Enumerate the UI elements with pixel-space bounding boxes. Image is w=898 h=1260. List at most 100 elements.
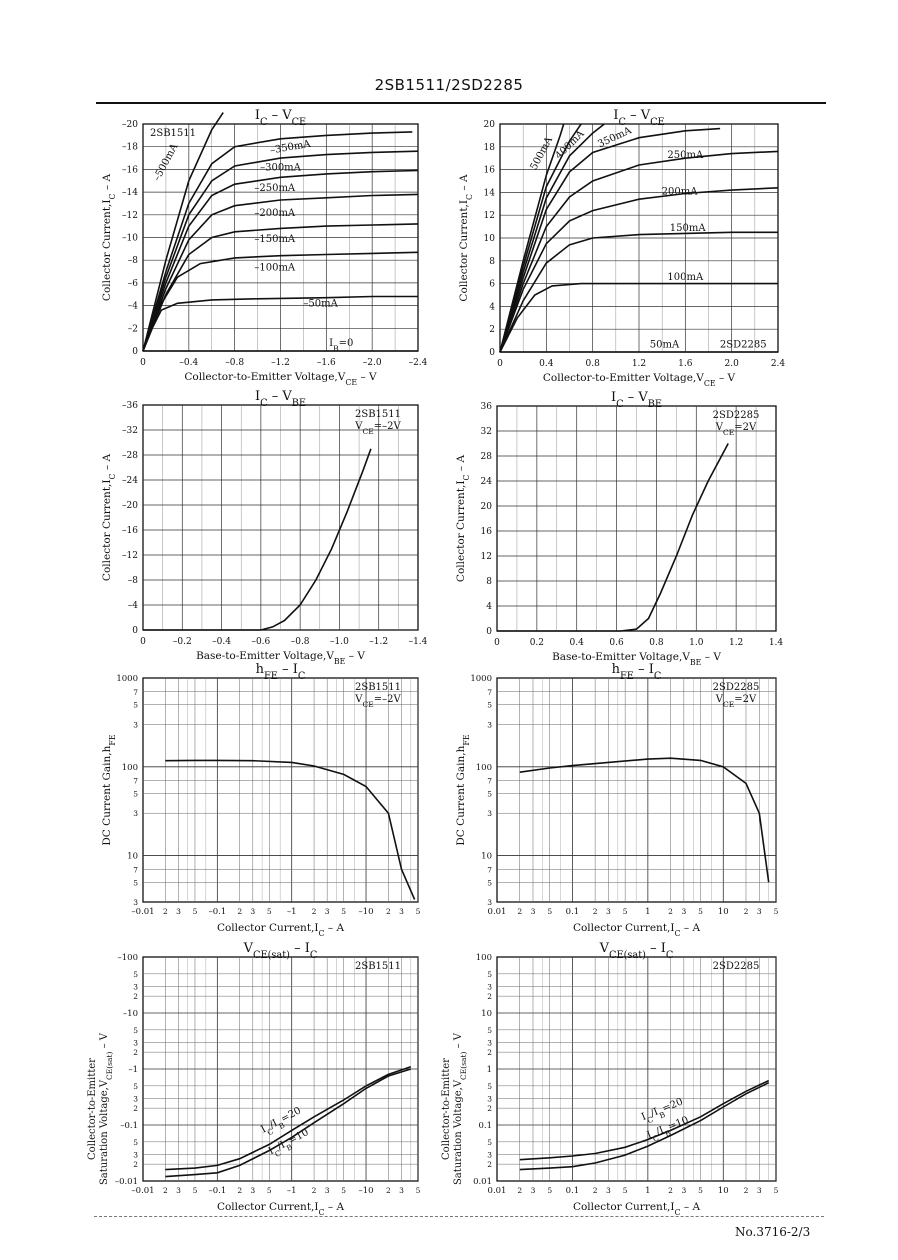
chart-c6: 0.01 2 3 5 0.1 2 3 5 1 2 3 5 10 2 3 5100075310075310753… [455, 662, 779, 938]
x-tick-label: –0.01 [131, 1186, 154, 1196]
series-label: 150mA [670, 223, 707, 234]
y-tick-label: 1 [487, 1065, 492, 1075]
x-tick-label: 1.2 [729, 638, 743, 648]
y-tick-label: 3 [487, 898, 492, 907]
y-tick-label: 4 [486, 602, 492, 612]
x-tick-label: 0 [497, 359, 503, 369]
series-line [165, 1068, 412, 1178]
y-tick-label: 36 [481, 402, 493, 412]
y-tick-label: –4 [128, 601, 139, 611]
x-tick-label: –0.2 [173, 637, 192, 647]
x-tick-label: 3 [606, 1186, 611, 1195]
y-tick-label: 5 [133, 878, 138, 887]
x-tick-label: 5 [193, 1186, 198, 1195]
x-tick-label: 0.6 [609, 638, 624, 648]
x-tick-label: –0.1 [208, 907, 226, 917]
y-tick-label: 24 [481, 477, 493, 487]
plot-frame [142, 677, 419, 903]
y-tick-label: 7 [487, 688, 492, 697]
page-header: 2SB1511/2SD2285 [374, 76, 524, 94]
chart-title: VCE(sat) – IC [599, 941, 674, 961]
y-tick-label: 5 [487, 970, 492, 979]
y-tick-label: 10 [484, 234, 496, 244]
series-line [519, 1081, 770, 1171]
series-line [499, 123, 605, 353]
y-axis-label: Collector-to-Emitter [87, 1058, 98, 1160]
x-axis-label: Collector-to-Emitter Voltage,VCE – V [543, 372, 736, 388]
series-label: 400mA [554, 128, 588, 162]
series-line [165, 759, 416, 900]
series-label: 50mA [650, 339, 680, 350]
x-tick-label: 3 [176, 1186, 181, 1195]
y-tick-label: 3 [133, 1038, 138, 1047]
y-tick-label: 5 [133, 1026, 138, 1035]
series-label: –350mA [269, 139, 312, 157]
series-label: –500mA [152, 141, 181, 183]
series-label: –250mA [254, 183, 296, 194]
device-label: 2SB1511 [355, 961, 401, 972]
y-tick-label: 5 [487, 1026, 492, 1035]
x-axis-label: Collector Current,IC – A [217, 922, 345, 938]
series-line [142, 223, 419, 352]
y-tick-label: 0.1 [478, 1121, 492, 1131]
condition-label: VCE=2V [715, 422, 757, 437]
series-line [143, 448, 372, 631]
x-tick-label: 5 [698, 1186, 703, 1195]
x-tick-label: 5 [341, 907, 346, 916]
x-axis-label: Collector Current,IC – A [573, 1201, 701, 1217]
x-tick-label: –0.8 [291, 637, 310, 647]
y-tick-label: –12 [122, 211, 138, 221]
x-tick-label: 0.1 [566, 907, 580, 917]
x-tick-label: 0 [494, 638, 500, 648]
chart-title: IC – VBE [611, 390, 662, 410]
y-tick-label: 10 [127, 852, 138, 862]
y-tick-label: 3 [133, 1150, 138, 1159]
x-tick-label: 1.0 [689, 638, 704, 648]
x-axis-label: Collector-to-Emitter Voltage,VCE – V [184, 371, 377, 387]
series-line [519, 757, 770, 883]
x-tick-label: 3 [399, 907, 404, 916]
x-tick-label: 3 [681, 907, 686, 916]
y-tick-label: –8 [128, 576, 139, 586]
x-tick-label: 2 [237, 1186, 242, 1195]
x-tick-label: 5 [267, 907, 272, 916]
x-tick-label: 5 [341, 1186, 346, 1195]
page-footer: No.3716-2/3 [735, 1225, 811, 1239]
y-tick-label: –4 [128, 302, 139, 312]
chart-c5: –0.01 2 3 5 –0.1 2 3 5 –1 2 3 5 –10 2 3 510007531007531… [101, 662, 421, 938]
y-axis-label: Collector Current,IC – A [458, 174, 474, 302]
chart-c2: 0 0.4 0.8 1.2 1.6 2.0 2.4 0 2 4 6 8 10 12 14 16 18 20 IC –… [458, 108, 785, 388]
device-label: 2SD2285 [713, 961, 760, 972]
y-axis-label: Collector Current,IC – A [101, 174, 117, 302]
series-line [499, 282, 778, 353]
x-tick-label: 0.8 [649, 638, 664, 648]
y-tick-label: 5 [487, 1082, 492, 1091]
y-tick-label: 1000 [470, 674, 492, 684]
x-tick-label: 0 [140, 637, 146, 647]
y-tick-label: –24 [122, 476, 138, 486]
y-tick-label: 100 [122, 763, 138, 773]
x-tick-label: 1.6 [678, 359, 693, 369]
series-line [499, 127, 721, 353]
x-tick-label: 2 [593, 1186, 598, 1195]
chart-title: VCE(sat) – IC [243, 941, 318, 961]
x-tick-label: –0.4 [179, 358, 198, 368]
chart-title: IC – VCE [613, 108, 664, 128]
chart-title: hFE – IC [256, 662, 306, 682]
y-axis-label: Collector-to-Emitter [441, 1058, 452, 1160]
y-tick-label: 5 [487, 701, 492, 710]
y-tick-label: –14 [122, 188, 138, 198]
series-line [142, 169, 419, 352]
x-tick-label: 0.4 [570, 638, 585, 648]
y-tick-label: 5 [133, 1082, 138, 1091]
y-tick-label: 5 [487, 790, 492, 799]
y-axis-label: Saturation Voltage,VCE(sat) – V [453, 1032, 468, 1185]
x-tick-label: 2 [386, 1186, 391, 1195]
y-tick-label: 6 [489, 280, 495, 290]
y-tick-label: 14 [484, 188, 496, 198]
y-tick-label: –32 [122, 426, 138, 436]
x-tick-label: 2 [312, 1186, 317, 1195]
y-tick-label: 3 [487, 1150, 492, 1159]
chart-c1: 0 –0.4 –0.8 –1.2 –1.6 –2.0 –2.4 0 –2 –4 –6 –8 –10 –12… [101, 108, 428, 387]
y-tick-label: 3 [133, 1094, 138, 1103]
